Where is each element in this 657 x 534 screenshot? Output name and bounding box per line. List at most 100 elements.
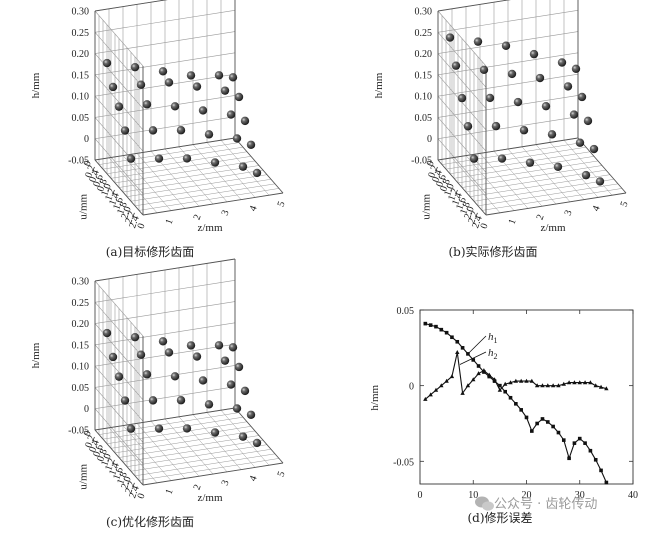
panel-caption: (d)修形误差 (467, 510, 532, 525)
z-tick-label: 5 (276, 470, 288, 478)
data-point-h2 (492, 377, 497, 382)
u-tick-label: 0.6 (91, 173, 106, 189)
data-point-h1 (556, 430, 561, 435)
data-point (136, 350, 146, 359)
u-axis-label: u/mm (78, 193, 90, 219)
data-point (240, 116, 250, 126)
data-point-h2 (566, 380, 572, 385)
z-tick-label: 3 (220, 209, 232, 217)
axis-frame-edge (437, 0, 511, 12)
data-point-h2 (471, 377, 476, 382)
series-label-h1: h1 (488, 331, 498, 345)
data-point-h2 (550, 383, 556, 388)
u-tick-label: 1.4 (107, 191, 122, 207)
data-point (154, 154, 164, 163)
z-gridline-floor (451, 157, 501, 213)
data-point-h2 (593, 383, 598, 388)
h-tick-label: 0.15 (72, 340, 90, 351)
u-tick-label: 0 (425, 159, 437, 167)
z-gridline-floor (136, 153, 186, 209)
data-point-h1 (604, 480, 609, 485)
u-tick-label: 1.0 (442, 182, 457, 198)
z-tick-label: 1 (507, 218, 519, 226)
u-tick-label: 0.4 (87, 168, 102, 184)
data-point (501, 41, 511, 50)
data-point-h1 (439, 327, 444, 332)
data-point (226, 380, 236, 389)
h-tick-label: 0.15 (415, 70, 433, 81)
z-gridline-floor (206, 142, 256, 198)
h-tick-label: 0.25 (72, 298, 90, 309)
u-tick-label: 0.6 (91, 443, 106, 459)
data-point-h2 (439, 383, 444, 388)
data-point (148, 126, 158, 135)
data-point (176, 396, 186, 405)
h-tick-label: 0.15 (72, 70, 90, 81)
u-tick-label: 0.4 (430, 168, 445, 184)
data-point-h1 (423, 321, 428, 326)
data-point (525, 158, 535, 167)
series-label-leader (467, 335, 487, 355)
u-tick-label: 1.6 (111, 196, 126, 212)
u-tick-label: 1.2 (103, 187, 118, 203)
z-tick-label: 4 (591, 204, 603, 212)
z-tick-label: 2 (535, 213, 547, 221)
z-gridline-floor (507, 148, 557, 205)
h-tick-label: 0.20 (415, 49, 433, 60)
u-tick-label: 2.2 (123, 210, 138, 226)
data-point (252, 438, 262, 448)
data-point (158, 67, 168, 76)
h-tick-label: 0.05 (72, 113, 90, 124)
data-point (214, 71, 224, 80)
data-point (519, 126, 529, 135)
data-point-h2 (503, 381, 508, 386)
z-tick-label: 5 (619, 200, 631, 208)
x-tick-label: 10 (468, 490, 478, 501)
u-tick-label: 2.4 (127, 484, 142, 500)
h-axis-label: h/mm (373, 72, 385, 98)
data-point (485, 93, 495, 103)
data-point-h1 (546, 420, 550, 424)
x-tick-label: 0 (418, 490, 423, 501)
z-tick-label: 2 (192, 483, 204, 491)
z-gridline-floor (521, 146, 571, 202)
data-point-h2 (604, 386, 609, 391)
u-tick-label: 1.8 (115, 201, 130, 217)
data-point-h2 (476, 371, 481, 376)
h-tick-label: 0.20 (72, 49, 90, 60)
u-tick-label: 2.2 (123, 480, 138, 496)
axis-frame-edge (142, 192, 284, 216)
u-tick-label: 1.8 (115, 471, 130, 487)
z-tick-label: 0 (136, 222, 148, 230)
z-tick-label: 4 (248, 204, 260, 212)
h-tick-label: -0.05 (411, 156, 432, 167)
data-point-h2 (534, 383, 540, 388)
data-point-h1 (551, 424, 555, 429)
z-tick-label: 4 (248, 474, 260, 482)
x-tick-label: 20 (522, 490, 532, 501)
u-tick-label: 1.2 (446, 187, 461, 203)
data-point (497, 154, 507, 163)
data-point (479, 65, 489, 74)
u-tick-label: 1.0 (99, 182, 114, 198)
data-point (198, 106, 208, 115)
data-point-h1 (561, 438, 566, 442)
u-axis-label: u/mm (78, 463, 90, 489)
data-point (226, 110, 236, 119)
data-point (240, 386, 250, 396)
data-point-h1 (540, 417, 545, 421)
panel-c: 0.300.250.200.150.100.050-0.0500.20.40.6… (30, 258, 288, 529)
data-point (513, 97, 523, 107)
y-tick-label: -0.05 (393, 457, 414, 468)
axis-frame-edge (94, 258, 236, 282)
data-point (589, 144, 599, 154)
data-point (192, 82, 202, 91)
h-tick-label: 0 (84, 134, 89, 145)
axis-frame-edge (94, 407, 236, 431)
data-point-h2 (423, 396, 428, 401)
data-point (182, 154, 192, 163)
data-point (473, 37, 483, 46)
data-point (232, 404, 242, 413)
z-gridline-floor (465, 155, 515, 211)
data-point-h1 (567, 456, 571, 461)
